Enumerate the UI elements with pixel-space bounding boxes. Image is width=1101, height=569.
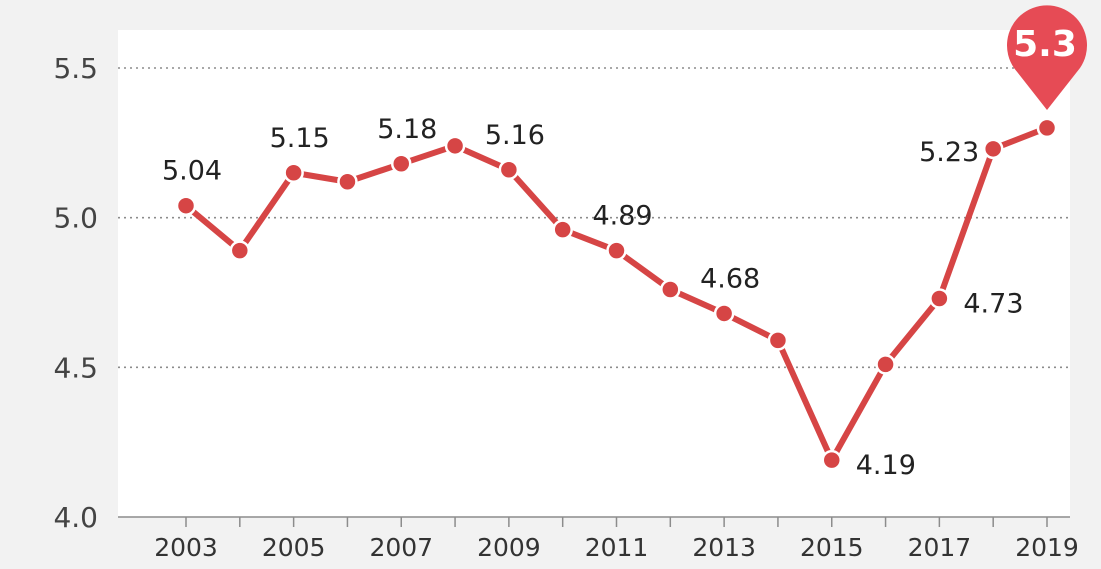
data-point [660,279,681,300]
series [175,117,1058,471]
data-labels: 5.04 5.15 5.18 5.16 4.89 4.68 4.19 4.73 5.23 [162,114,1024,481]
highlight-value-label: 5.3 [1013,24,1077,65]
data-point [283,162,304,184]
data-point [175,195,197,216]
highlight-data-point [1036,117,1058,139]
x-tick-label: 2011 [585,533,649,562]
y-tick-label: 5.0 [53,202,98,235]
data-point [606,240,627,261]
data-label: 4.19 [856,450,916,481]
data-label: 4.68 [700,263,760,294]
data-point [444,135,466,157]
x-tick-label: 2005 [262,533,326,562]
data-label: 5.15 [270,123,330,154]
data-point [982,138,1004,160]
highlight-pin: 5.3 [1006,5,1087,139]
axes: 4.0 4.5 5.0 5.5 2003 2005 2007 2009 2011 2013 2015… [53,52,1078,562]
y-tick-label: 5.5 [53,52,98,85]
data-label: 4.73 [963,288,1023,319]
data-point [391,153,412,175]
y-tick-label: 4.5 [53,351,98,384]
data-label: 5.04 [162,156,222,187]
data-point [498,159,520,181]
x-tick-label: 2015 [800,533,864,562]
data-point [713,303,735,324]
highlight-pin-shape [1006,5,1087,110]
x-tick-label: 2003 [154,533,218,562]
data-point [929,288,950,309]
x-tick-label: 2007 [369,533,433,562]
data-point [337,171,358,192]
data-point [552,219,573,240]
data-label: 5.16 [485,120,545,151]
data-point [875,354,896,375]
data-point [229,240,251,261]
x-tick-label: 2017 [908,533,972,562]
x-tick-label: 2019 [1015,533,1079,562]
data-label: 5.18 [377,114,437,145]
x-tick-label: 2013 [692,533,756,562]
data-point [767,330,789,351]
x-tick-label: 2009 [477,533,541,562]
data-label: 5.23 [919,137,979,168]
data-label: 4.89 [592,201,652,232]
y-tick-label: 4.0 [53,501,98,534]
data-point [821,449,842,471]
gridlines [118,67,1070,369]
plot-area [118,30,1070,517]
